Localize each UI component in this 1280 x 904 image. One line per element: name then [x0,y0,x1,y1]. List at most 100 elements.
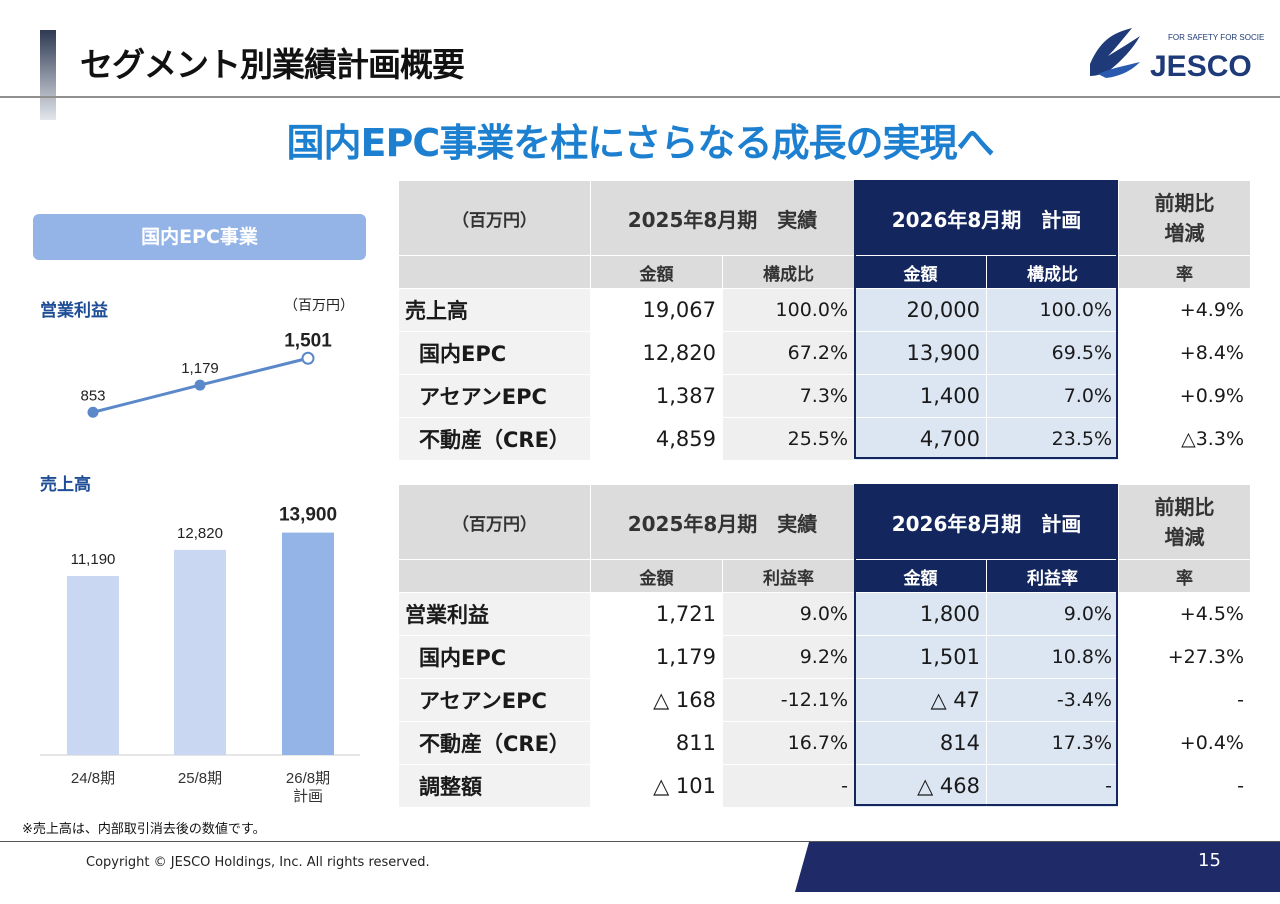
cell-label: 売上高 [398,288,591,332]
category-label: 24/8期 [71,770,115,787]
title-accent-bar [40,30,56,120]
rate-header: 率 [1118,559,1251,593]
cell-p-amt: 13,900 [854,331,987,375]
sales-value-label: 13,900 [279,505,337,526]
cell-p-amt: 814 [854,721,987,765]
cell-rate: - [1118,764,1251,808]
cell-a-ratio: 100.0% [722,288,855,332]
cell-a-ratio: - [722,764,855,808]
change-header: 前期比 増減 [1118,484,1251,560]
operating-profit-label: 営業利益 [40,301,108,321]
sales-bar [67,575,119,755]
operating-profit-line-chart: 853 1,179 1,501 [80,330,332,418]
profit-point [194,379,206,391]
page-title: セグメント別業績計画概要 [80,45,465,84]
sales-value-label: 12,820 [177,525,223,542]
sales-bar [282,532,334,755]
unit-cell: （百万円） [398,180,591,256]
profit-point [301,351,315,365]
unit-cell: （百万円） [398,484,591,560]
segment-label-box: 国内EPC事業 [33,214,366,260]
profit-value-label: 853 [80,387,105,404]
cell-p-amt: 20,000 [854,288,987,332]
cell-p-ratio: 17.3% [986,721,1119,765]
subheader-blank [398,255,591,289]
table-row: 売上高 19,067 100.0% 20,000 100.0% +4.9% [398,288,1251,332]
cell-a-amt: 4,859 [590,417,723,461]
cell-a-amt: △ 168 [590,678,723,722]
footer-band [795,842,1280,892]
plan-ratio-header: 利益率 [986,559,1119,593]
cell-rate: +0.4% [1118,721,1251,765]
title-divider [0,96,1280,98]
jesco-logo-mark: FOR SAFETY FOR SOCIETY JESCO [1090,28,1275,83]
cell-a-amt: △ 101 [590,764,723,808]
cell-p-ratio: 10.8% [986,635,1119,679]
cell-rate: +0.9% [1118,374,1251,418]
cell-rate: +4.9% [1118,288,1251,332]
cell-label: アセアンEPC [398,678,591,722]
footnote: ※売上高は、内部取引消去後の数値です。 [22,822,266,837]
actual-header: 2025年8月期 実績 [590,484,855,560]
cell-a-ratio: -12.1% [722,678,855,722]
cell-p-ratio: 23.5% [986,417,1119,461]
cell-a-amt: 1,387 [590,374,723,418]
sales-table: （百万円） 2025年8月期 実績 2026年8月期 計画 前期比 増減 金額 … [398,180,1251,461]
rate-header: 率 [1118,255,1251,289]
copyright: Copyright © JESCO Holdings, Inc. All rig… [86,855,430,870]
table-row: 調整額 △ 101- △ 468- - [398,764,1251,808]
cell-a-ratio: 9.2% [722,635,855,679]
cell-a-amt: 1,721 [590,592,723,636]
cell-rate: △3.3% [1118,417,1251,461]
table-row: アセアンEPC 1,387 7.3% 1,400 7.0% +0.9% [398,374,1251,418]
actual-ratio-header: 利益率 [722,559,855,593]
table-row: 不動産（CRE） 4,859 25.5% 4,700 23.5% △3.3% [398,417,1251,461]
cell-p-ratio: 69.5% [986,331,1119,375]
cell-a-amt: 12,820 [590,331,723,375]
actual-ratio-header: 構成比 [722,255,855,289]
profit-value-label: 1,501 [284,330,332,351]
cell-label: 調整額 [398,764,591,808]
category-label: 26/8期 [286,770,330,787]
chart-unit-label: （百万円） [284,298,354,314]
cell-a-ratio: 7.3% [722,374,855,418]
logo-wordmark: JESCO [1150,50,1252,83]
cell-p-amt: 1,800 [854,592,987,636]
cell-rate: +8.4% [1118,331,1251,375]
cell-label: 不動産（CRE） [398,417,591,461]
cell-rate: +4.5% [1118,592,1251,636]
cell-p-amt: △ 47 [854,678,987,722]
cell-a-amt: 1,179 [590,635,723,679]
cell-a-ratio: 67.2% [722,331,855,375]
footer-divider [0,841,1280,842]
table-subheader-row: 金額 構成比 金額 構成比 率 [398,255,1251,289]
actual-header: 2025年8月期 実績 [590,180,855,256]
profit-table: （百万円） 2025年8月期 実績 2026年8月期 計画 前期比 増減 金額 … [398,484,1251,808]
actual-amount-header: 金額 [590,559,723,593]
table-row: 不動産（CRE） 811 16.7% 814 17.3% +0.4% [398,721,1251,765]
slide-subtitle: 国内EPC事業を柱にさらなる成長の実現へ [286,121,995,165]
category-label: 計画 [293,788,323,805]
category-label: 25/8期 [178,770,222,787]
cell-a-ratio: 16.7% [722,721,855,765]
cell-label: 不動産（CRE） [398,721,591,765]
cell-p-amt: 1,400 [854,374,987,418]
logo-tagline: FOR SAFETY FOR SOCIETY [1168,33,1264,42]
table-row: 営業利益 1,721 9.0% 1,800 9.0% +4.5% [398,592,1251,636]
cell-a-ratio: 9.0% [722,592,855,636]
cell-p-ratio: -3.4% [986,678,1119,722]
sales-value-label: 11,190 [71,551,116,568]
cell-p-ratio: 7.0% [986,374,1119,418]
cell-label: 国内EPC [398,635,591,679]
table-header-row: （百万円） 2025年8月期 実績 2026年8月期 計画 前期比 増減 [398,484,1251,560]
table-row: アセアンEPC △ 168 -12.1% △ 47 -3.4% - [398,678,1251,722]
cell-p-ratio: 9.0% [986,592,1119,636]
cell-p-ratio: 100.0% [986,288,1119,332]
change-header: 前期比 増減 [1118,180,1251,256]
cell-label: 営業利益 [398,592,591,636]
plan-amount-header: 金額 [854,255,987,289]
cell-a-amt: 811 [590,721,723,765]
sales-label: 売上高 [40,475,91,495]
plan-header: 2026年8月期 計画 [854,484,1119,560]
